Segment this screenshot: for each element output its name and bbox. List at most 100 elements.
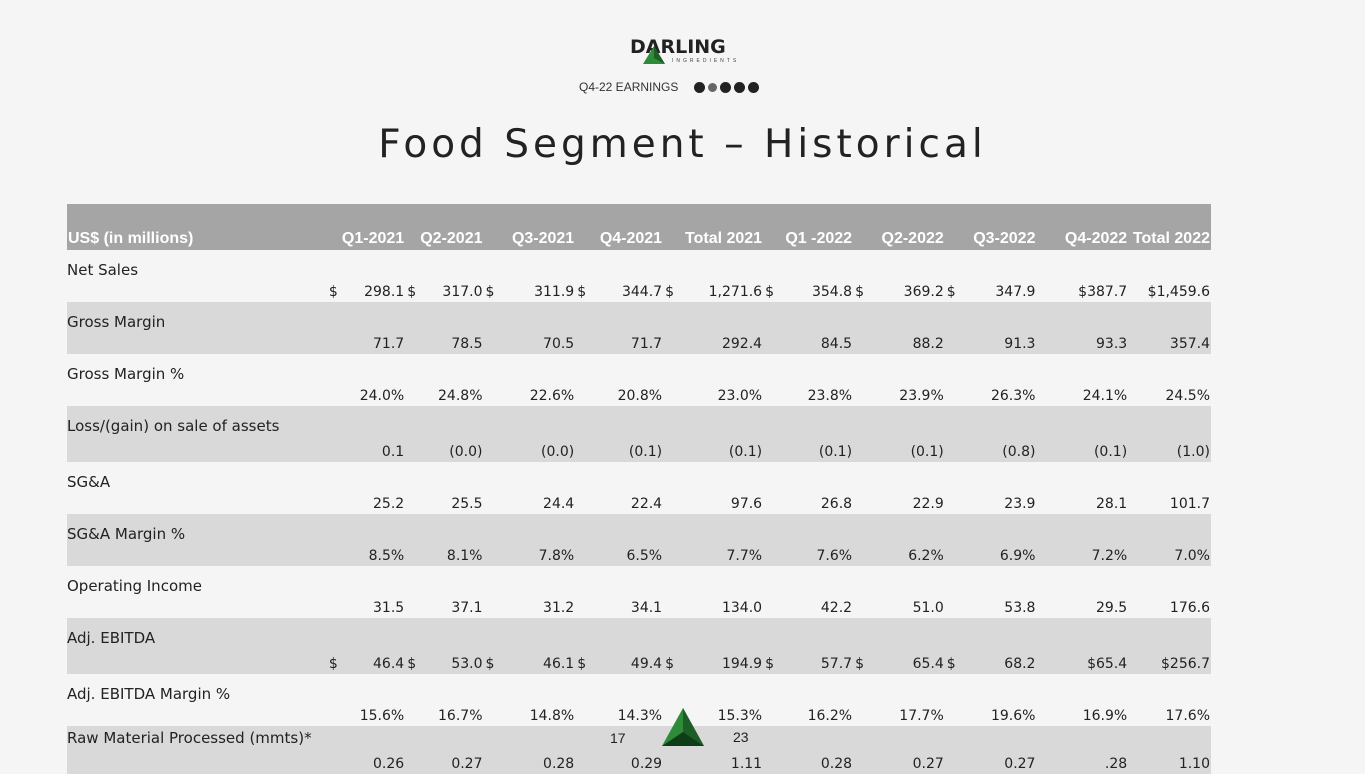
- table-cell: 70.5: [483, 302, 576, 354]
- table-cell: $194.9: [663, 618, 764, 674]
- cell-value: $256.7: [1161, 656, 1210, 672]
- cell-value: 42.2: [820, 600, 853, 616]
- table-cell: 22.9: [853, 462, 945, 514]
- currency-symbol: $: [328, 656, 338, 672]
- cell-value: (1.0): [1176, 444, 1210, 460]
- currency-symbol: $: [407, 656, 417, 672]
- earnings-header: Q4-22 EARNINGS: [579, 79, 760, 95]
- cell-value: 24.5%: [1165, 388, 1210, 404]
- table-cell: 84.5: [763, 302, 854, 354]
- table-row: Operating Income 31.5 37.1 31.2 34.1 134.0 42.…: [67, 566, 1211, 618]
- cell-value: 134.0: [721, 600, 763, 616]
- cell-value: 97.6: [730, 496, 763, 512]
- column-header: Total 2022: [1128, 204, 1211, 250]
- table-header-row: US$ (in millions) Q1-2021 Q2-2021 Q3-2021 Q4…: [67, 204, 1211, 250]
- table-cell: (0.1): [663, 406, 764, 462]
- table-cell: (0.8): [944, 406, 1037, 462]
- cell-value: 22.6%: [529, 388, 575, 404]
- row-label: SG&A Margin %: [67, 514, 327, 566]
- currency-symbol: $: [665, 656, 674, 672]
- table-row: Adj. EBITDA Margin % 15.6% 16.7% 14.8% 14.3%…: [67, 674, 1211, 726]
- cell-value: 91.3: [1004, 336, 1036, 352]
- cell-value: 29.5: [1096, 600, 1128, 616]
- table-cell: 8.1%: [405, 514, 484, 566]
- currency-symbol: $: [577, 284, 587, 300]
- cell-value: 20.8%: [617, 388, 663, 404]
- cell-value: 16.2%: [807, 708, 853, 724]
- table-cell: (0.0): [405, 406, 484, 462]
- progress-dot: [734, 81, 746, 93]
- table-cell: 17.7%: [853, 674, 945, 726]
- table-cell: $1,271.6: [663, 250, 763, 302]
- row-label: Adj. EBITDA: [67, 618, 327, 674]
- logo-triangle-icon: [643, 46, 665, 64]
- row-label: Adj. EBITDA Margin %: [67, 685, 231, 703]
- cell-value: .28: [1104, 756, 1128, 772]
- progress-dot: [748, 81, 760, 93]
- cell-value: 7.7%: [726, 548, 763, 564]
- currency-symbol: $: [765, 656, 774, 672]
- table-cell: 24.0%: [327, 354, 405, 406]
- table-row: Net Sales $298.1 $317.0 $311.9 $344.7 $1,271.…: [67, 250, 1211, 302]
- cell-value: 344.7: [621, 284, 663, 300]
- cell-value: (0.0): [449, 444, 483, 460]
- table-cell: $344.7: [575, 250, 663, 302]
- cell-value: 0.26: [373, 756, 405, 772]
- cell-value: 23.0%: [717, 388, 763, 404]
- cell-value: 53.8: [1004, 600, 1036, 616]
- table-cell: 29.5: [1036, 566, 1128, 618]
- cell-value: (0.1): [910, 444, 944, 460]
- cell-value: 354.8: [811, 284, 853, 300]
- cell-value: 51.0: [912, 600, 944, 616]
- cell-value: 15.6%: [359, 708, 405, 724]
- table-cell: $46.1: [483, 618, 576, 674]
- progress-dots: [694, 81, 760, 93]
- page-number-left: 17: [610, 730, 626, 746]
- table-cell: $311.9: [484, 250, 576, 302]
- table-row: Gross Margin % 24.0% 24.8% 22.6% 20.8% 23.0% 2…: [67, 354, 1211, 406]
- table-cell: 19.6%: [945, 674, 1037, 726]
- cell-value: 53.0: [451, 656, 483, 672]
- table-cell: $298.1: [327, 250, 405, 302]
- cell-value: (0.0): [541, 444, 575, 460]
- cell-value: 49.4: [630, 656, 663, 672]
- earnings-label: Q4-22 EARNINGS: [579, 80, 679, 94]
- cell-value: 8.1%: [446, 548, 483, 564]
- table-row: Loss/(gain) on sale of assets 0.1 (0.0) (0.…: [67, 406, 1211, 462]
- currency-symbol: $: [946, 656, 956, 672]
- cell-value: 70.5: [543, 336, 575, 352]
- cell-value: 7.2%: [1091, 548, 1128, 564]
- row-label: Operating Income: [67, 577, 202, 595]
- table-cell: $68.2: [944, 618, 1037, 674]
- table-cell: 7.6%: [763, 514, 854, 566]
- currency-symbol: $: [855, 656, 864, 672]
- cell-value: 369.2: [903, 284, 944, 300]
- row-label: Loss/(gain) on sale of assets: [67, 406, 327, 462]
- darling-logo: DARLING INGREDIENTS: [628, 36, 738, 70]
- table-cell: 26.8: [763, 462, 853, 514]
- table-cell: 14.3%: [575, 674, 663, 726]
- table-cell: (0.1): [1036, 406, 1129, 462]
- cell-value: 31.5: [373, 600, 405, 616]
- table-cell: 91.3: [944, 302, 1037, 354]
- table-cell: 0.1: [326, 406, 406, 462]
- table-cell: 24.1%: [1036, 354, 1128, 406]
- cell-value: 25.5: [451, 496, 483, 512]
- cell-value: 65.4: [912, 656, 944, 672]
- table-cell: 15.3%: [663, 674, 763, 726]
- cell-value: 84.5: [820, 336, 853, 352]
- financial-table: US$ (in millions) Q1-2021 Q2-2021 Q3-2021 Q4…: [67, 204, 1211, 774]
- cell-value: 24.8%: [438, 388, 483, 404]
- table-cell: $65.4: [1036, 618, 1129, 674]
- page-number-right: 23: [733, 729, 749, 745]
- table-cell: $256.7: [1128, 618, 1211, 674]
- cell-value: 6.9%: [999, 548, 1036, 564]
- cell-value: 46.1: [543, 656, 575, 672]
- cell-value: 71.7: [373, 336, 405, 352]
- cell-value: 25.2: [373, 496, 405, 512]
- table-cell: 53.8: [945, 566, 1037, 618]
- table-cell: $65.4: [853, 618, 945, 674]
- table-cell: 14.8%: [484, 674, 576, 726]
- cell-value: 93.3: [1096, 336, 1128, 352]
- table-cell: 42.2: [763, 566, 853, 618]
